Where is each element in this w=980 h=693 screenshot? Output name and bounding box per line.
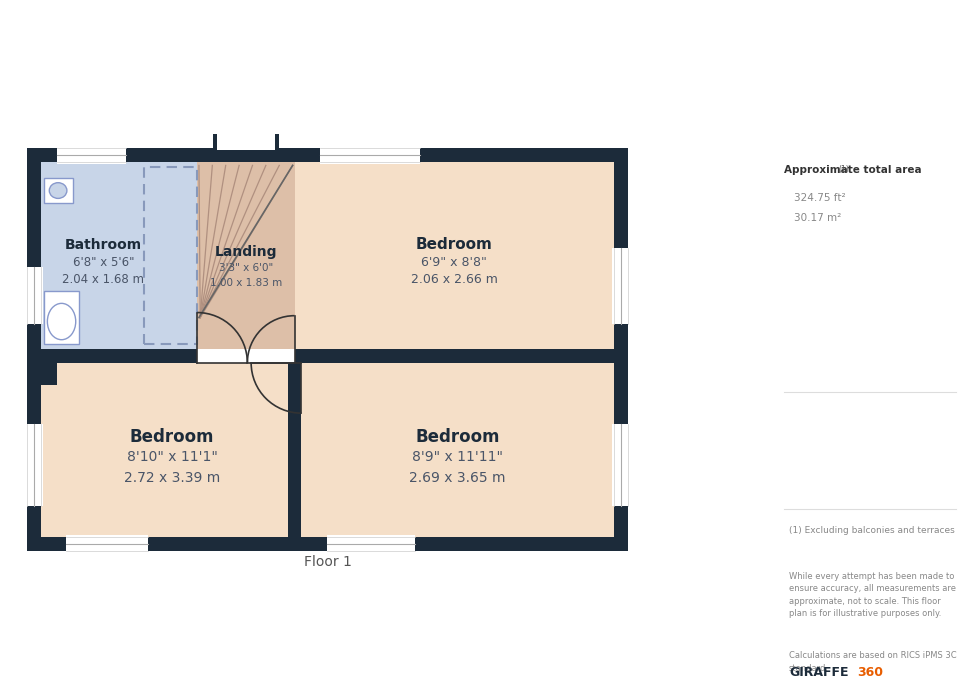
Polygon shape	[617, 166, 624, 175]
Polygon shape	[30, 337, 38, 346]
Text: Bedroom: Bedroom	[130, 428, 215, 446]
Text: Bathroom: Bathroom	[65, 238, 142, 252]
Ellipse shape	[49, 183, 67, 198]
Polygon shape	[617, 337, 624, 346]
Polygon shape	[276, 540, 286, 547]
Bar	[57, 146, 126, 164]
Text: 2.04 x 1.68 m: 2.04 x 1.68 m	[63, 273, 144, 286]
Bar	[41, 363, 287, 537]
Bar	[67, 535, 148, 553]
Bar	[41, 349, 197, 363]
Bar	[295, 162, 614, 349]
Polygon shape	[602, 152, 611, 159]
Bar	[41, 162, 614, 537]
Text: Approximate total area: Approximate total area	[784, 165, 921, 175]
Bar	[295, 349, 614, 363]
Text: Floor 1: Floor 1	[304, 555, 352, 569]
Text: 2.06 x 2.66 m: 2.06 x 2.66 m	[411, 273, 498, 286]
Text: 2.72 x 3.39 m: 2.72 x 3.39 m	[124, 471, 220, 484]
Bar	[25, 424, 43, 506]
Polygon shape	[298, 152, 307, 159]
Bar	[213, 134, 278, 162]
Text: 2.69 x 3.65 m: 2.69 x 3.65 m	[410, 471, 506, 484]
Text: 30.17 m²: 30.17 m²	[794, 213, 841, 223]
Text: Calculations are based on RICS iPMS 3C
standard.: Calculations are based on RICS iPMS 3C s…	[789, 651, 956, 673]
Text: 360: 360	[858, 666, 884, 679]
Polygon shape	[43, 540, 52, 547]
Bar	[612, 424, 630, 506]
Text: 3'3" x 6'0": 3'3" x 6'0"	[219, 263, 272, 272]
Text: 324.75 ft²: 324.75 ft²	[794, 193, 846, 202]
Text: Bedroom: Bedroom	[416, 237, 493, 252]
Text: (1) Excluding balconies and terraces: (1) Excluding balconies and terraces	[789, 526, 955, 534]
Ellipse shape	[47, 304, 75, 340]
Bar	[44, 178, 73, 203]
Polygon shape	[44, 152, 53, 159]
Polygon shape	[30, 366, 38, 375]
Text: 8'9" x 11'11": 8'9" x 11'11"	[413, 450, 503, 464]
Polygon shape	[603, 540, 612, 547]
Bar	[44, 290, 78, 344]
Bar	[302, 363, 614, 537]
Bar	[326, 535, 415, 553]
Text: (1): (1)	[838, 166, 849, 174]
Text: 8'10" x 11'1": 8'10" x 11'1"	[126, 450, 218, 464]
Bar	[197, 363, 295, 537]
Text: Landing: Landing	[215, 245, 277, 259]
Bar	[217, 128, 275, 150]
Text: 1.00 x 1.83 m: 1.00 x 1.83 m	[210, 278, 282, 288]
Bar	[197, 162, 295, 349]
Polygon shape	[617, 366, 624, 375]
Text: 6'8" x 5'6": 6'8" x 5'6"	[73, 256, 134, 269]
Bar	[25, 267, 43, 324]
Bar	[27, 148, 628, 551]
Polygon shape	[30, 525, 38, 534]
Text: GIRAFFE: GIRAFFE	[789, 666, 849, 679]
Polygon shape	[30, 166, 38, 175]
Bar	[287, 363, 302, 537]
Bar	[612, 248, 630, 324]
Text: 6'9" x 8'8": 6'9" x 8'8"	[421, 256, 487, 269]
Polygon shape	[304, 540, 313, 547]
Bar	[41, 162, 197, 349]
Text: Bedroom: Bedroom	[416, 428, 500, 446]
Polygon shape	[617, 525, 624, 534]
Bar	[319, 146, 420, 164]
Text: While every attempt has been made to
ensure accuracy, all measurements are
appro: While every attempt has been made to ens…	[789, 572, 956, 618]
Bar	[41, 363, 57, 385]
